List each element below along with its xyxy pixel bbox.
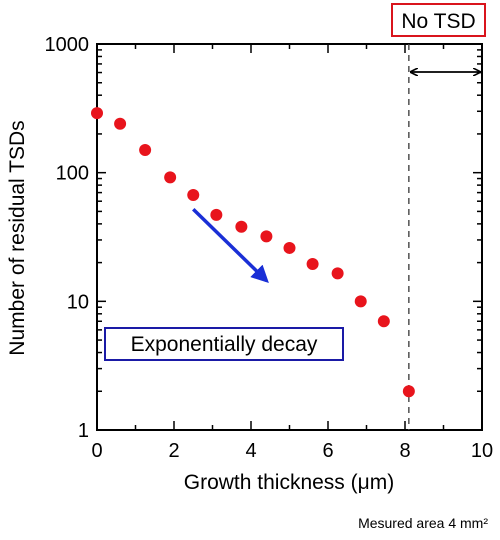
- y-tick-label: 1000: [45, 34, 90, 56]
- data-point: [210, 208, 223, 221]
- data-point: [164, 171, 177, 184]
- plot-frame: [96, 43, 483, 431]
- data-point: [260, 230, 273, 243]
- decay-label-box: [104, 327, 344, 361]
- x-axis-title: Growth thickness (μm): [184, 471, 394, 494]
- data-point: [91, 107, 103, 120]
- y-tick-label: 10: [67, 291, 89, 313]
- y-tick-label: 1: [78, 420, 89, 442]
- y-axis-ticks: 1 10 100 1000: [45, 34, 482, 442]
- data-point: [354, 295, 367, 308]
- data-point: [139, 144, 152, 157]
- x-axis-ticks: 0 2 4 6 8 10: [91, 44, 493, 462]
- data-point: [187, 189, 200, 202]
- data-point: [306, 258, 319, 271]
- data-point: [235, 220, 248, 233]
- no-tsd-label: No TSD: [401, 10, 475, 33]
- y-tick-label: 100: [56, 163, 89, 185]
- data-point: [331, 267, 344, 280]
- x-tick-label: 8: [399, 440, 410, 462]
- x-tick-label: 10: [471, 440, 493, 462]
- data-points: [91, 107, 415, 398]
- x-tick-label: 2: [168, 440, 179, 462]
- x-tick-label: 6: [322, 440, 333, 462]
- data-point: [402, 385, 415, 398]
- measured-area-note: Mesured area 4 mm²: [358, 515, 488, 531]
- data-point: [114, 117, 127, 130]
- decay-arrow: [192, 207, 269, 284]
- x-tick-label: 4: [245, 440, 256, 462]
- decay-label: Exponentially decay: [131, 333, 318, 356]
- no-tsd-label-box: [391, 3, 486, 37]
- data-point: [283, 241, 296, 254]
- data-point: [377, 315, 390, 328]
- x-tick-label: 0: [91, 440, 102, 462]
- y-axis-title: Number of residual TSDs: [6, 120, 29, 355]
